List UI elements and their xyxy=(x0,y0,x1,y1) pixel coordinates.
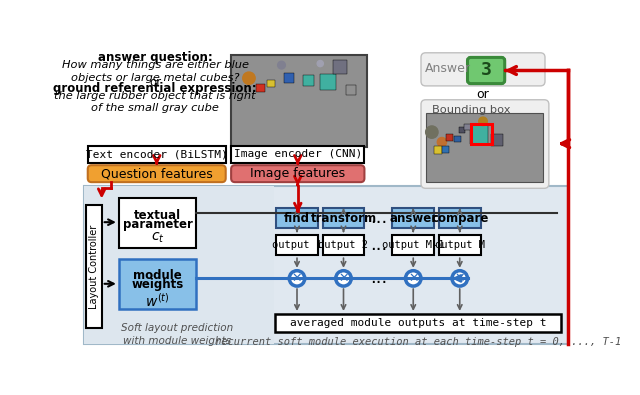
Text: Layout Controller: Layout Controller xyxy=(89,225,99,309)
Bar xyxy=(470,124,492,144)
Bar xyxy=(442,146,449,153)
Text: $c_t$: $c_t$ xyxy=(150,231,164,245)
Bar xyxy=(86,205,102,329)
Bar xyxy=(323,235,364,255)
Bar xyxy=(392,235,434,255)
Text: ...: ... xyxy=(370,209,387,228)
Text: Soft layout prediction
with module weights: Soft layout prediction with module weigh… xyxy=(121,324,233,346)
Circle shape xyxy=(406,271,421,286)
Text: ground referential expression:: ground referential expression: xyxy=(53,82,257,95)
FancyBboxPatch shape xyxy=(467,57,505,84)
Circle shape xyxy=(452,271,467,286)
Text: transform: transform xyxy=(310,212,376,225)
Bar xyxy=(231,146,364,163)
Text: ...: ... xyxy=(370,236,387,254)
Text: parameter: parameter xyxy=(123,218,193,231)
Bar xyxy=(446,134,453,141)
Text: Image encoder (CNN): Image encoder (CNN) xyxy=(234,149,362,160)
Text: recurrent soft module execution at each time-step t = 0, ..., T-1: recurrent soft module execution at each … xyxy=(215,337,621,347)
Text: $w^{(t)}$: $w^{(t)}$ xyxy=(145,292,170,309)
Bar xyxy=(439,235,481,255)
Bar xyxy=(119,259,196,309)
Bar xyxy=(454,136,461,142)
Circle shape xyxy=(289,271,305,286)
Text: How many things are either blue
objects or large metal cubes?: How many things are either blue objects … xyxy=(61,60,249,83)
Text: 3: 3 xyxy=(481,62,492,79)
Bar xyxy=(284,73,294,83)
Circle shape xyxy=(243,72,255,85)
Text: Answer: Answer xyxy=(425,62,471,75)
Text: ✕: ✕ xyxy=(408,272,419,285)
Text: find: find xyxy=(284,212,310,225)
Text: ✕: ✕ xyxy=(454,272,465,285)
Circle shape xyxy=(317,60,323,67)
Bar xyxy=(276,208,318,228)
Text: module: module xyxy=(133,269,182,282)
Text: ...: ... xyxy=(370,269,387,288)
Text: averaged module outputs at time-step t: averaged module outputs at time-step t xyxy=(290,318,546,328)
Text: output M-1: output M-1 xyxy=(382,240,445,250)
Text: or: or xyxy=(477,88,490,101)
Bar xyxy=(303,75,314,86)
Text: Image features: Image features xyxy=(250,167,346,180)
Bar xyxy=(320,74,336,90)
Text: textual: textual xyxy=(134,209,181,222)
Circle shape xyxy=(479,117,487,126)
Text: ✕: ✕ xyxy=(339,272,349,285)
Bar xyxy=(392,208,434,228)
Bar xyxy=(459,127,465,133)
Bar xyxy=(275,314,561,332)
Bar xyxy=(88,146,226,163)
Bar xyxy=(346,85,356,95)
Bar xyxy=(256,84,265,92)
Text: answer: answer xyxy=(389,212,437,225)
Bar xyxy=(333,60,347,73)
Text: output 2: output 2 xyxy=(319,240,369,250)
Bar xyxy=(231,55,367,147)
Text: ✕: ✕ xyxy=(292,272,302,285)
Text: output M: output M xyxy=(435,240,484,250)
FancyBboxPatch shape xyxy=(231,165,364,182)
Bar xyxy=(491,134,503,146)
Circle shape xyxy=(437,137,447,147)
Text: compare: compare xyxy=(431,212,488,225)
FancyBboxPatch shape xyxy=(88,165,226,182)
Bar xyxy=(465,124,470,130)
Text: output 1: output 1 xyxy=(272,240,322,250)
Bar xyxy=(267,80,275,87)
FancyBboxPatch shape xyxy=(421,100,549,188)
Bar xyxy=(119,198,196,248)
Text: the large rubber object that is right
of the small gray cube: the large rubber object that is right of… xyxy=(54,90,256,113)
Bar xyxy=(439,208,481,228)
Circle shape xyxy=(336,271,351,286)
Text: weights: weights xyxy=(131,278,184,292)
Text: Bounding box: Bounding box xyxy=(432,105,510,115)
Circle shape xyxy=(278,61,285,69)
Bar xyxy=(434,146,442,154)
Text: Text encoder (BiLSTM): Text encoder (BiLSTM) xyxy=(86,149,228,160)
Bar xyxy=(276,235,318,255)
Bar xyxy=(84,186,568,344)
Bar xyxy=(426,113,543,182)
Text: Question features: Question features xyxy=(101,167,212,180)
Bar xyxy=(323,208,364,228)
FancyBboxPatch shape xyxy=(421,53,545,86)
Text: answer question:: answer question: xyxy=(98,51,212,64)
Bar xyxy=(84,186,274,344)
Text: or: or xyxy=(149,76,161,89)
Bar xyxy=(470,125,488,144)
Circle shape xyxy=(426,126,438,138)
